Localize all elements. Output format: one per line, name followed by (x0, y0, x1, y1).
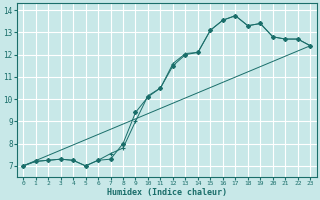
X-axis label: Humidex (Indice chaleur): Humidex (Indice chaleur) (107, 188, 227, 197)
